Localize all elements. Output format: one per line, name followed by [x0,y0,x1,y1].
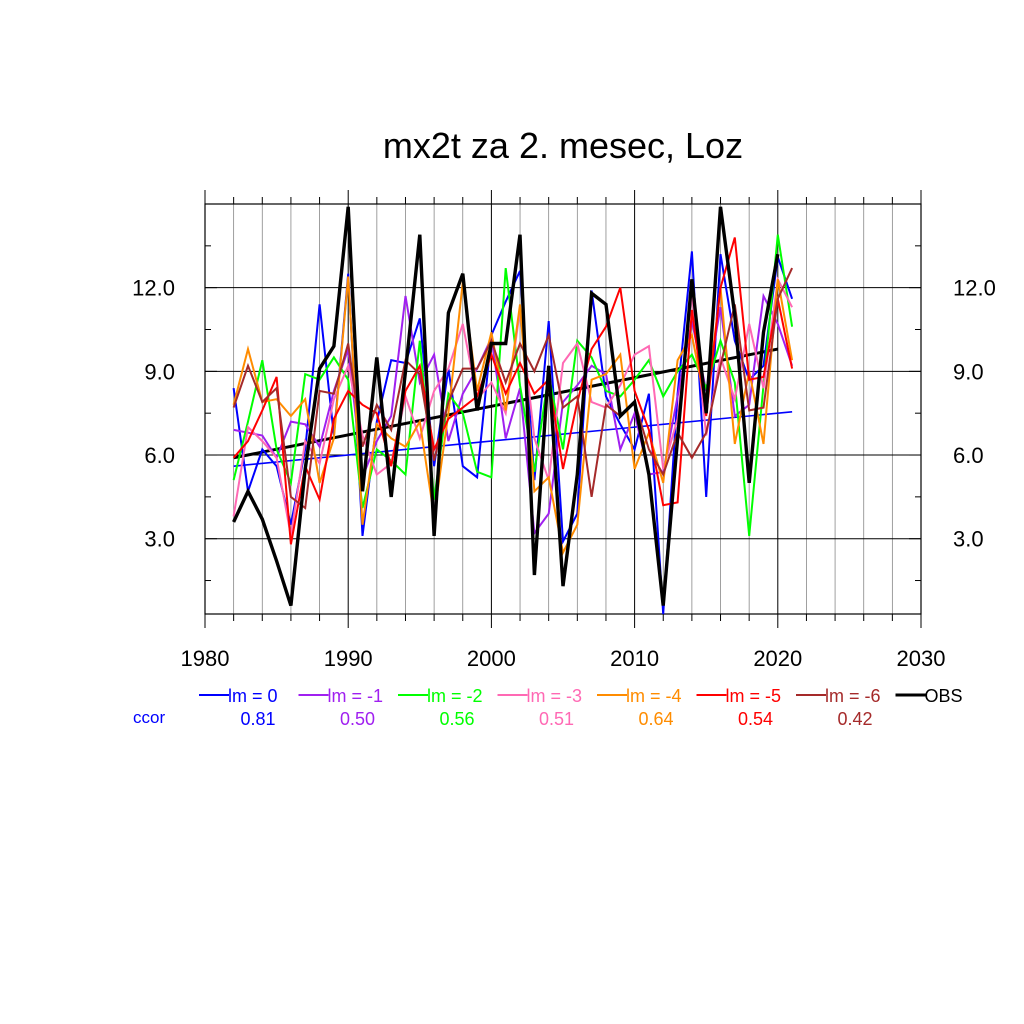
x-tick-label: 2030 [897,646,946,671]
ccor-value: 0.81 [240,709,275,729]
series-line [232,206,780,607]
legend-label: lm = -6 [825,686,881,706]
x-tick-label: 1990 [324,646,373,671]
series-lines [232,206,794,615]
series-line [232,251,794,615]
y-tick-label-right: 9.0 [953,359,984,384]
x-tick-label: 1980 [181,646,230,671]
ccor-value: 0.54 [738,709,773,729]
legend-label: OBS [925,686,963,706]
y-tick-label: 6.0 [144,443,175,468]
x-tick-label: 2000 [467,646,516,671]
legend-label: lm = -4 [626,686,682,706]
legend-label: lm = -1 [328,686,384,706]
ccor-value: 0.50 [340,709,375,729]
x-tick-label: 2020 [753,646,802,671]
plot-frame [204,203,922,615]
y-tick-label-right: 6.0 [953,443,984,468]
y-tick-label-right: 12.0 [953,276,996,301]
ccor-value: 0.56 [439,709,474,729]
series-line [232,267,794,510]
ccor-value: 0.42 [837,709,872,729]
legend-label: lm = -2 [427,686,483,706]
y-tick-label: 9.0 [144,359,175,384]
ccor-value: 0.64 [638,709,673,729]
series-line [232,237,794,545]
legend-label: lm = -5 [726,686,782,706]
legend: lm = 0 0.81 lm = -1 0.50 lm = -2 0.56 lm = -3 0… [133,686,963,729]
x-tick-label: 2010 [610,646,659,671]
axes: 1980 1990 2000 2010 2020 2030 3.0 3.0 6.0 6.0 9.0 9… [132,190,996,671]
chart-title: mx2t za 2. mesec, Loz [383,125,743,166]
ccor-label: ccor [133,708,165,727]
ccor-value: 0.51 [539,709,574,729]
y-tick-label-right: 3.0 [953,527,984,552]
y-tick-label: 12.0 [132,276,175,301]
legend-label: lm = -3 [527,686,583,706]
y-tick-label: 3.0 [144,527,175,552]
legend-label: lm = 0 [228,686,278,706]
